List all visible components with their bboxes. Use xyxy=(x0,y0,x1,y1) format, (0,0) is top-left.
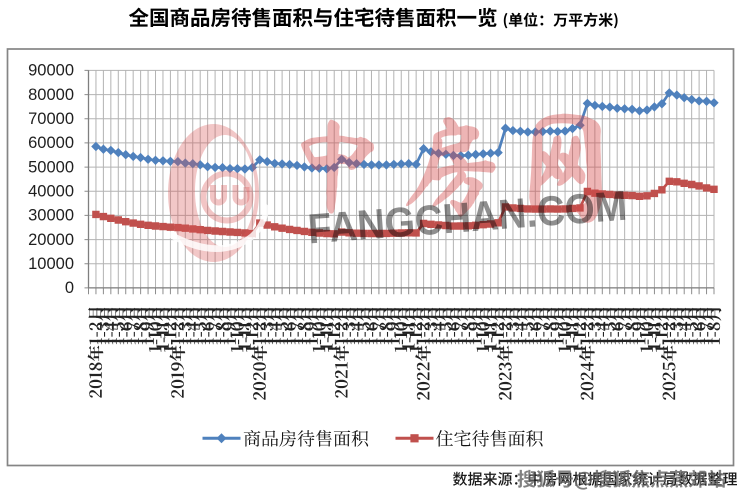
svg-text:60000: 60000 xyxy=(28,134,74,152)
svg-text:20000: 20000 xyxy=(28,231,74,249)
svg-text:50000: 50000 xyxy=(28,158,74,176)
svg-text:70000: 70000 xyxy=(28,110,74,128)
svg-text:10000: 10000 xyxy=(28,255,74,273)
svg-text:40000: 40000 xyxy=(28,182,74,200)
svg-text:80000: 80000 xyxy=(28,86,74,104)
svg-text:30000: 30000 xyxy=(28,207,74,225)
svg-text:90000: 90000 xyxy=(28,62,74,80)
svg-text:0: 0 xyxy=(65,279,74,297)
